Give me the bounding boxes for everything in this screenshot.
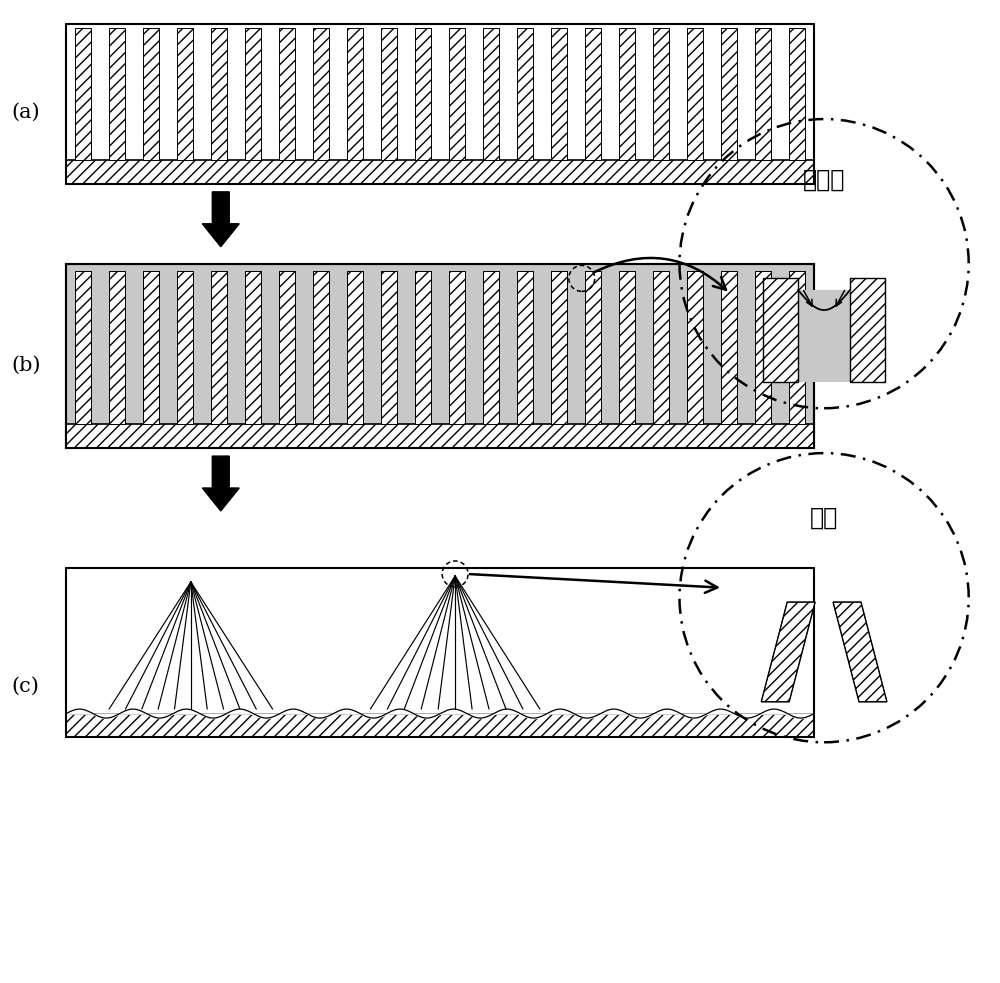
Text: (c): (c)	[11, 677, 39, 696]
Bar	[415, 271, 431, 424]
Bar	[449, 28, 465, 160]
Bar	[109, 28, 125, 160]
Text: (a): (a)	[11, 102, 40, 122]
Bar	[619, 271, 635, 424]
Text: (b): (b)	[11, 356, 41, 375]
Bar	[721, 271, 737, 424]
Bar	[789, 271, 805, 424]
Bar	[211, 271, 227, 424]
Bar	[415, 28, 431, 160]
Bar	[211, 28, 227, 160]
Bar	[347, 271, 363, 424]
Bar	[687, 271, 703, 424]
Bar	[279, 271, 295, 424]
Text: 聚合: 聚合	[810, 506, 838, 530]
Bar	[483, 271, 499, 424]
Bar	[66, 25, 814, 184]
Bar	[449, 271, 465, 424]
Bar	[585, 271, 601, 424]
Bar	[483, 28, 499, 160]
Bar	[755, 271, 771, 424]
Bar	[551, 271, 567, 424]
Bar	[66, 714, 814, 737]
Bar	[721, 28, 737, 160]
Bar	[789, 271, 805, 424]
Bar	[347, 271, 363, 424]
Bar	[585, 271, 601, 424]
Bar	[279, 271, 295, 424]
Bar	[245, 271, 261, 424]
Bar	[177, 271, 193, 424]
Bar	[313, 271, 329, 424]
Bar	[109, 271, 125, 424]
Bar	[109, 271, 125, 424]
Bar	[517, 28, 533, 160]
Bar	[143, 271, 159, 424]
Bar	[211, 271, 227, 424]
Bar	[755, 28, 771, 160]
Bar	[551, 271, 567, 424]
Bar	[653, 271, 669, 424]
Bar	[177, 28, 193, 160]
Bar	[66, 263, 814, 448]
Bar	[619, 28, 635, 160]
Bar	[177, 271, 193, 424]
Bar	[75, 271, 91, 424]
Bar	[517, 271, 533, 424]
Bar	[66, 568, 814, 737]
Bar	[143, 271, 159, 424]
Bar	[143, 28, 159, 160]
Bar	[763, 277, 798, 382]
Bar	[551, 28, 567, 160]
Bar	[755, 271, 771, 424]
Text: 毛细力: 毛细力	[803, 168, 845, 192]
Bar	[381, 271, 397, 424]
Bar	[483, 271, 499, 424]
Bar	[687, 271, 703, 424]
Bar	[850, 277, 885, 382]
FancyArrow shape	[202, 192, 239, 247]
Bar	[721, 271, 737, 424]
Bar	[245, 271, 261, 424]
Bar	[245, 28, 261, 160]
Bar	[66, 263, 814, 448]
Bar	[619, 271, 635, 424]
Bar	[66, 424, 814, 448]
Polygon shape	[761, 602, 815, 702]
Bar	[585, 28, 601, 160]
Bar	[347, 28, 363, 160]
Bar	[449, 271, 465, 424]
Bar	[687, 28, 703, 160]
FancyArrow shape	[202, 456, 239, 511]
Bar	[279, 28, 295, 160]
Bar	[517, 271, 533, 424]
Bar	[789, 28, 805, 160]
Bar	[313, 271, 329, 424]
Bar	[66, 160, 814, 184]
Bar	[415, 271, 431, 424]
Bar	[653, 28, 669, 160]
Bar	[75, 271, 91, 424]
Bar	[653, 271, 669, 424]
Bar	[75, 28, 91, 160]
Bar	[313, 28, 329, 160]
Bar	[381, 271, 397, 424]
Bar	[381, 28, 397, 160]
Polygon shape	[833, 602, 887, 702]
Bar	[798, 290, 850, 382]
